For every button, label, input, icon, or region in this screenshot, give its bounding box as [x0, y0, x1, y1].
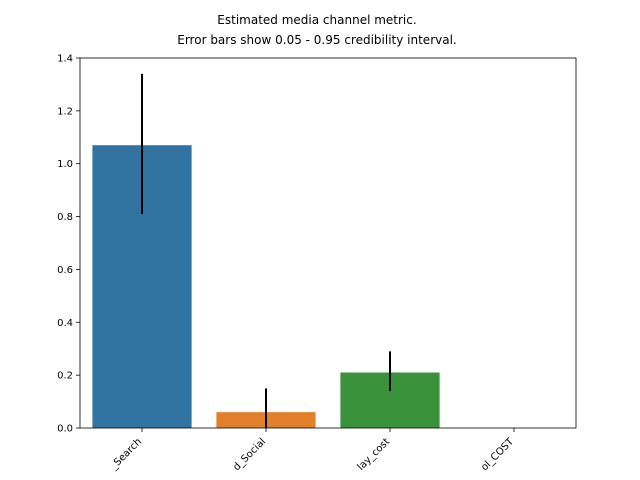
- chart-title-line-2: Error bars show 0.05 - 0.95 credibility …: [177, 33, 456, 47]
- y-axis: 0.0 0.2 0.4 0.6 0.8 1.0 1.2 1.4: [57, 54, 80, 435]
- bars-layer: [92, 145, 440, 428]
- x-axis: _Search d_Social lay_cost ol_COST: [108, 428, 517, 473]
- error-bars-layer: [141, 73, 391, 428]
- x-tick-label-3: ol_COST: [479, 436, 517, 474]
- y-tick-label-1: 0.2: [57, 371, 73, 382]
- y-tick-label-2: 0.4: [57, 318, 73, 329]
- y-tick-label-0: 0.0: [57, 424, 73, 435]
- y-tick-label-3: 0.6: [57, 265, 73, 276]
- chart-title-line-1: Estimated media channel metric.: [217, 13, 416, 27]
- y-tick-label-4: 0.8: [57, 212, 73, 223]
- x-tick-label-2: lay_cost: [356, 436, 393, 473]
- plot-frame: [79, 57, 577, 429]
- x-tick-label-0: _Search: [108, 436, 144, 472]
- y-tick-label-7: 1.4: [57, 54, 73, 65]
- y-tick-label-5: 1.0: [57, 159, 73, 170]
- x-tick-label-1: d_Social: [231, 436, 268, 473]
- y-tick-label-6: 1.2: [57, 106, 73, 117]
